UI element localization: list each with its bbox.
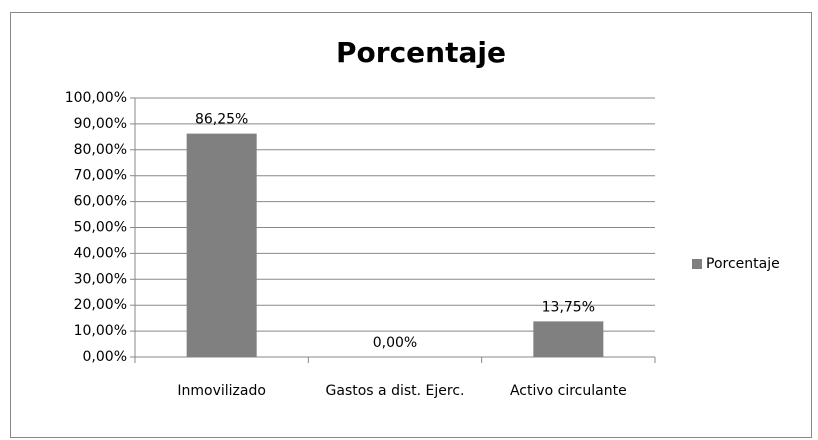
y-tick-label: 20,00% xyxy=(74,297,127,313)
y-tick-label: 10,00% xyxy=(74,323,127,339)
chart-title: Porcentaje xyxy=(336,36,506,69)
y-tick-label: 50,00% xyxy=(74,220,127,236)
chart-border xyxy=(10,12,812,438)
y-tick-label: 30,00% xyxy=(74,271,127,287)
x-tick-label: Gastos a dist. Ejerc. xyxy=(326,383,465,399)
y-tick-label: 60,00% xyxy=(74,194,127,210)
bar xyxy=(186,133,257,357)
y-tick-label: 70,00% xyxy=(74,168,127,184)
data-label: 13,75% xyxy=(542,299,595,315)
legend-label: Porcentaje xyxy=(706,256,780,272)
data-label: 86,25% xyxy=(195,112,248,128)
data-label: 0,00% xyxy=(373,335,417,351)
x-tick-label: Activo circulante xyxy=(510,383,627,399)
y-tick-label: 0,00% xyxy=(83,349,127,365)
legend-swatch xyxy=(692,259,702,269)
x-tick-label: Inmovilizado xyxy=(177,383,266,399)
y-tick-label: 40,00% xyxy=(74,245,127,261)
y-tick-label: 100,00% xyxy=(65,90,127,106)
y-tick-label: 80,00% xyxy=(74,142,127,158)
y-tick-label: 90,00% xyxy=(74,116,127,132)
bar xyxy=(533,321,604,357)
